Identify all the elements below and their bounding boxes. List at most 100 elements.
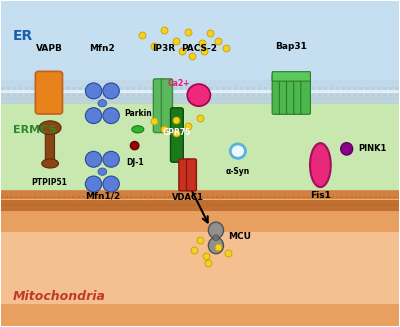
Bar (350, 197, 353, 198)
Bar (202, 203, 204, 205)
Bar (6, 203, 8, 205)
Text: Ca2+: Ca2+ (168, 79, 190, 88)
Bar (96, 197, 99, 198)
Bar (168, 94, 171, 96)
Bar (187, 197, 190, 198)
Bar (39, 197, 42, 198)
Bar (120, 197, 123, 198)
Ellipse shape (85, 176, 102, 192)
Bar (72, 94, 76, 96)
Text: Mfn1/2: Mfn1/2 (85, 191, 120, 200)
Bar (15, 197, 18, 198)
Bar (192, 197, 195, 198)
Bar (178, 203, 180, 205)
Bar (116, 203, 118, 205)
Bar (19, 94, 22, 96)
Bar (254, 203, 257, 205)
Bar (278, 203, 281, 205)
Bar (292, 197, 295, 198)
Bar (36, 87, 40, 90)
Text: Mitochondria: Mitochondria (13, 290, 106, 303)
Text: PACS-2: PACS-2 (181, 44, 217, 53)
Bar (44, 203, 46, 205)
Bar (72, 87, 76, 90)
Ellipse shape (85, 108, 102, 124)
Bar (235, 203, 238, 205)
Bar (222, 94, 225, 96)
Bar (378, 197, 381, 198)
Bar (68, 197, 70, 198)
Bar (116, 197, 118, 198)
FancyBboxPatch shape (272, 74, 282, 114)
Bar (234, 87, 237, 90)
Bar (144, 87, 147, 90)
Bar (1, 197, 4, 198)
Bar (29, 197, 32, 198)
Bar (84, 87, 88, 90)
Bar (92, 203, 94, 205)
Bar (7, 87, 10, 90)
Bar (374, 197, 376, 198)
Bar (60, 94, 64, 96)
Bar (252, 87, 255, 90)
Ellipse shape (98, 100, 107, 107)
Bar (48, 87, 52, 90)
Bar (182, 203, 185, 205)
Bar (162, 94, 165, 96)
Bar (250, 203, 252, 205)
Bar (252, 94, 255, 96)
Bar (342, 94, 345, 96)
Bar (211, 197, 214, 198)
Bar (316, 203, 319, 205)
Bar (72, 203, 75, 205)
Bar (393, 197, 396, 198)
Bar (72, 197, 75, 198)
Text: PTPIP51: PTPIP51 (31, 178, 67, 187)
Bar (318, 87, 321, 90)
Bar (348, 87, 351, 90)
Bar (355, 203, 358, 205)
Bar (270, 94, 273, 96)
Bar (1, 80, 399, 201)
Bar (82, 197, 85, 198)
Text: VDAC1: VDAC1 (172, 194, 204, 202)
Bar (34, 203, 37, 205)
Bar (144, 203, 147, 205)
Bar (66, 94, 70, 96)
Bar (144, 197, 147, 198)
Bar (259, 203, 262, 205)
Text: Fis1: Fis1 (310, 191, 331, 200)
Bar (192, 94, 195, 96)
Bar (138, 94, 142, 96)
Bar (377, 94, 380, 96)
Bar (330, 94, 333, 96)
Bar (168, 87, 171, 90)
Bar (58, 203, 61, 205)
Bar (230, 197, 233, 198)
Bar (366, 87, 369, 90)
Bar (7, 94, 10, 96)
Bar (204, 94, 207, 96)
Bar (264, 94, 267, 96)
Bar (307, 203, 310, 205)
Bar (306, 87, 309, 90)
Bar (264, 197, 266, 198)
Text: PINK1: PINK1 (358, 144, 387, 153)
Bar (221, 203, 224, 205)
Bar (25, 197, 28, 198)
Bar (330, 87, 333, 90)
Bar (96, 94, 100, 96)
Bar (87, 197, 90, 198)
Bar (10, 203, 13, 205)
Bar (264, 203, 266, 205)
Bar (288, 197, 290, 198)
Bar (78, 94, 82, 96)
Bar (187, 203, 190, 205)
Bar (108, 94, 112, 96)
Text: GPR75: GPR75 (163, 128, 192, 137)
FancyBboxPatch shape (272, 72, 310, 81)
Bar (84, 94, 88, 96)
Bar (336, 197, 338, 198)
Bar (154, 203, 156, 205)
Bar (13, 94, 16, 96)
